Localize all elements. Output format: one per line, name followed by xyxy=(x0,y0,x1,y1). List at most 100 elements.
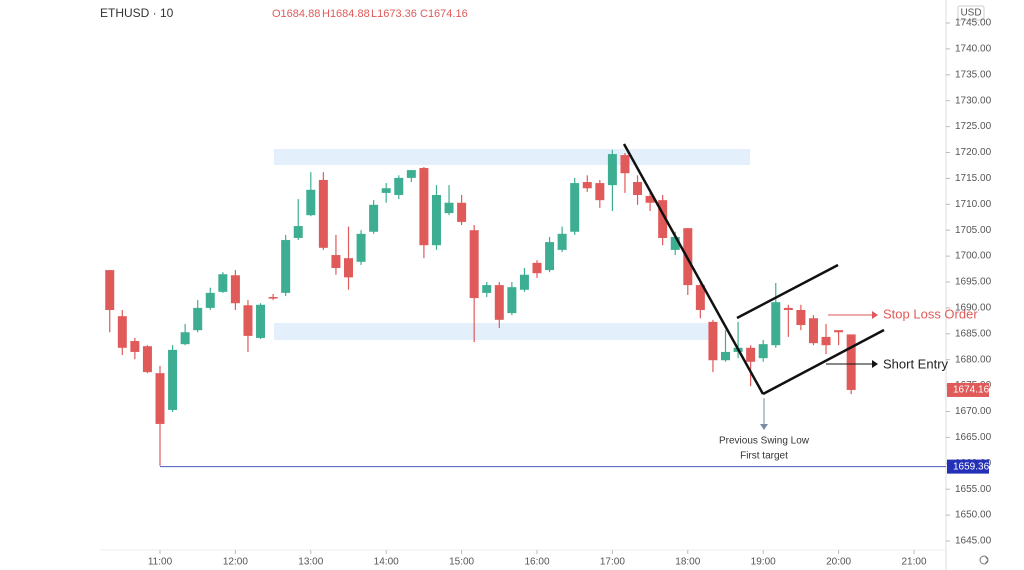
candle-body xyxy=(306,189,316,216)
y-tick-label: 1685.00 xyxy=(955,328,992,339)
x-tick-label: 11:00 xyxy=(148,557,173,568)
x-tick-label: 21:00 xyxy=(901,557,926,568)
candle-body xyxy=(494,285,504,320)
y-tick-label: 1710.00 xyxy=(955,199,992,210)
candle-body xyxy=(444,202,454,214)
candle-body xyxy=(218,274,228,292)
x-tick-label: 16:00 xyxy=(524,557,549,568)
x-tick-label: 20:00 xyxy=(826,557,851,568)
candle-body xyxy=(256,304,266,338)
candle-body xyxy=(557,233,567,250)
candle-body xyxy=(142,346,152,373)
ohlc-low: L1673.36 xyxy=(371,8,417,20)
candle-body xyxy=(532,262,542,274)
candle-body xyxy=(243,305,253,336)
short-entry-label: Short Entry xyxy=(883,356,949,371)
candle-body xyxy=(381,188,391,193)
candle-body xyxy=(620,155,630,174)
y-tick-label: 1735.00 xyxy=(955,69,992,80)
last-price-tag xyxy=(947,382,989,397)
candle-body xyxy=(746,347,756,362)
candle-body xyxy=(344,258,353,278)
candle-body xyxy=(507,287,517,314)
candle-body xyxy=(457,202,467,222)
candle-body xyxy=(419,168,429,246)
candle-body xyxy=(105,270,115,310)
y-tick-label: 1680.00 xyxy=(955,354,992,365)
x-tick-label: 19:00 xyxy=(751,557,776,568)
x-tick-label: 13:00 xyxy=(298,557,323,568)
candle-body xyxy=(846,334,856,390)
ohlc-high: H1684.88 xyxy=(322,8,370,20)
candle-body xyxy=(796,309,806,325)
y-tick-label: 1740.00 xyxy=(955,44,992,55)
candle-body xyxy=(821,336,831,346)
candle-body xyxy=(545,242,555,271)
candle-body xyxy=(695,285,705,310)
resistance-zone xyxy=(274,149,750,165)
ohlc-open: O1684.88 xyxy=(272,8,320,20)
candle-body xyxy=(268,297,278,299)
candle-body xyxy=(570,183,580,232)
candle-body xyxy=(431,194,441,246)
y-tick-label: 1720.00 xyxy=(955,147,992,158)
y-tick-label: 1700.00 xyxy=(955,251,992,262)
channel-upper xyxy=(736,263,839,320)
candle-body xyxy=(808,318,818,344)
trend-line xyxy=(622,143,765,395)
candle-body xyxy=(394,177,404,195)
candle-body xyxy=(758,344,768,359)
candle-body xyxy=(318,179,328,248)
x-tick-label: 14:00 xyxy=(374,557,399,568)
candle-body xyxy=(406,170,416,178)
candle-body xyxy=(582,182,592,189)
candle-body xyxy=(293,226,303,238)
swing-arrowhead xyxy=(760,424,768,430)
candle-body xyxy=(469,230,479,299)
candle-body xyxy=(607,154,617,186)
x-tick-label: 12:00 xyxy=(223,557,248,568)
chart-title: ETHUSD · 10 xyxy=(100,6,174,20)
candle-body xyxy=(155,373,165,424)
candle-body xyxy=(168,349,178,410)
candle-body xyxy=(771,302,781,346)
y-tick-label: 1690.00 xyxy=(955,303,992,314)
candle-body xyxy=(281,240,291,293)
ohlc: O1684.88 H1684.88 L1673.36 C1674.16 xyxy=(272,8,468,20)
candle-body xyxy=(482,285,492,293)
drawings: Stop Loss Order Short Entry Previous Swi… xyxy=(622,143,978,462)
x-tick-label: 15:00 xyxy=(449,557,474,568)
candle-body xyxy=(834,330,844,333)
candle-body xyxy=(708,321,718,361)
entry-arrowhead xyxy=(872,360,878,368)
support-zone xyxy=(274,323,714,340)
candle-body xyxy=(783,307,793,310)
target-price-label: 1659.36 xyxy=(953,461,990,472)
candle-body xyxy=(645,196,655,203)
settings-icon[interactable] xyxy=(979,555,989,565)
y-tick-label: 1695.00 xyxy=(955,277,992,288)
swing-low-label: Previous Swing Low xyxy=(719,436,810,447)
channel-lower xyxy=(762,328,885,396)
last-price-label: 1674.16 xyxy=(953,385,990,396)
currency: USD xyxy=(960,8,981,19)
candle-body xyxy=(658,200,668,238)
stop-loss-label: Stop Loss Order xyxy=(883,306,978,321)
candle-body xyxy=(117,316,127,348)
y-tick-label: 1745.00 xyxy=(955,18,992,29)
y-tick-label: 1705.00 xyxy=(955,225,992,236)
candle-body xyxy=(670,236,680,250)
y-tick-label: 1650.00 xyxy=(955,510,992,521)
candle-body xyxy=(633,182,643,195)
y-tick-label: 1725.00 xyxy=(955,121,992,132)
first-target-label: First target xyxy=(740,451,788,462)
y-tick-label: 1655.00 xyxy=(955,484,992,495)
x-tick-label: 18:00 xyxy=(675,557,700,568)
stop-arrowhead xyxy=(872,311,878,319)
candle-body xyxy=(369,204,379,232)
target-price-tag xyxy=(947,459,989,474)
y-tick-label: 1730.00 xyxy=(955,95,992,106)
candle-body xyxy=(130,341,140,352)
ohlc-close: C1674.16 xyxy=(420,8,468,20)
